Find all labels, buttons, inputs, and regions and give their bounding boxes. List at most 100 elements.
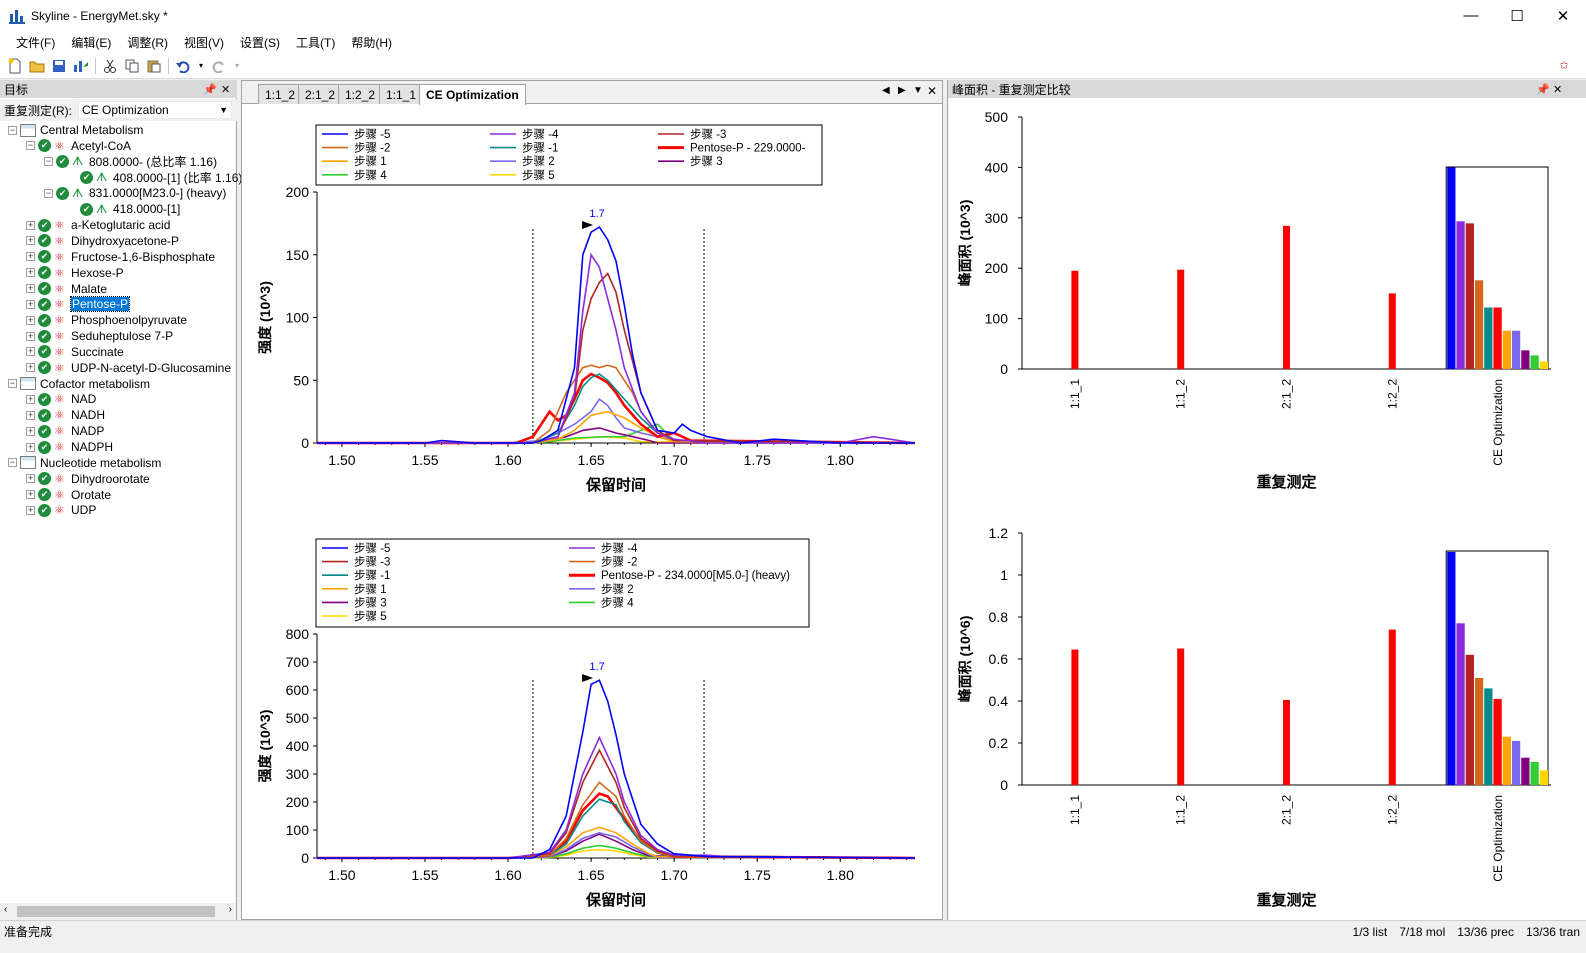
expand-toggle-icon[interactable]: + [26,314,35,325]
bar [1283,699,1290,785]
tab-1-1-1[interactable]: 1:1_1 [379,84,424,104]
tree-node-label: NADH [71,408,106,423]
peak-area-charts[interactable]: 0 100 200 300 400 500 1:1_1 1:1_2 2:1_2 1:2_2 CE O… [948,99,1586,920]
tree-node[interactable]: ✔ ᗑ 408.0000-[1] (比率 1.16) [80,170,242,186]
open-folder-icon[interactable] [29,58,45,74]
close-pane-icon[interactable]: ✕ [1553,83,1563,96]
skyline-app-icon [9,8,25,24]
expand-toggle-icon[interactable]: + [26,330,35,341]
expand-toggle-icon[interactable]: + [26,489,35,500]
expand-toggle-icon[interactable]: + [26,219,35,230]
tree-node[interactable]: − Central Metabolism [8,122,143,138]
maximize-button[interactable]: ☐ [1510,7,1524,25]
paste-icon[interactable] [146,58,162,74]
tab-ce-optimization[interactable]: CE Optimization [419,84,526,105]
tree-node[interactable]: + ✔ ⚛ Orotate [26,487,111,503]
tab-2-1-2[interactable]: 2:1_2 [298,84,343,104]
scroll-right-icon[interactable]: › [228,904,232,915]
tree-node[interactable]: + ✔ ⚛ NADH [26,407,105,423]
expand-toggle-icon[interactable]: − [8,378,17,389]
expand-toggle-icon[interactable]: + [26,267,35,278]
expand-toggle-icon[interactable]: − [44,156,53,167]
expand-toggle-icon[interactable]: − [44,187,53,198]
tree-node[interactable]: + ✔ ⚛ a-Ketoglutaric acid [26,217,170,233]
tree-node[interactable]: + ✔ ⚛ Dihydroorotate [26,471,150,487]
publish-icon[interactable] [73,58,89,74]
tree-node[interactable]: − Cofactor metabolism [8,376,150,392]
tree-node[interactable]: − ✔ ᗑ 831.0000[M23.0-] (heavy) [44,185,226,201]
tab-1-1-2[interactable]: 1:1_2 [258,84,303,104]
menu-tools[interactable]: 工具(T) [296,35,336,50]
tree-node[interactable]: − ✔ ⚛ Acetyl-CoA [26,138,131,154]
expand-toggle-icon[interactable]: − [8,457,17,468]
expand-toggle-icon[interactable]: + [26,346,35,357]
new-file-icon[interactable] [7,58,23,74]
replicate-dropdown[interactable]: CE Optimization ▼ [78,101,232,119]
check-status-icon: ✔ [38,139,51,153]
expand-toggle-icon[interactable]: + [26,473,35,484]
redo-dropdown-icon[interactable]: ▾ [234,61,239,70]
save-icon[interactable] [51,58,67,74]
expand-toggle-icon[interactable]: + [26,441,35,452]
tree-node[interactable]: + ✔ ⚛ Phosphoenolpyruvate [26,312,187,328]
horizontal-scrollbar[interactable]: ‹ › [0,903,236,920]
bar [1484,307,1493,369]
cut-icon[interactable] [102,58,118,74]
tab-1-2-2[interactable]: 1:2_2 [338,84,383,104]
tree-node[interactable]: + ✔ ⚛ Pentose-P [26,296,131,313]
menu-settings[interactable]: 设置(S) [240,35,280,50]
scroll-left-icon[interactable]: ‹ [4,904,8,915]
undo-icon[interactable] [175,58,191,74]
expand-toggle-icon[interactable]: − [26,140,35,151]
tab-scroll-left-icon[interactable]: ◀ [882,85,890,96]
redo-icon[interactable] [211,58,227,74]
scrollbar-thumb[interactable] [17,906,215,917]
y-tick-label: 0 [301,435,309,451]
tree-node[interactable]: + ✔ ⚛ Fructose-1,6-Bisphosphate [26,249,215,265]
x-tick-label: 1.50 [328,867,355,883]
pin-icon[interactable]: 📌 [203,83,217,96]
menu-refine[interactable]: 调整(R) [127,35,168,50]
menu-view[interactable]: 视图(V) [184,35,224,50]
tree-node[interactable]: + ✔ ⚛ Dihydroxyacetone-P [26,233,179,249]
tree-node[interactable]: + ✔ ⚛ NADP [26,423,104,439]
tab-list-dropdown-icon[interactable]: ▼ [913,85,923,96]
chromatogram-charts[interactable]: 步骤 -5 步骤 -4 步骤 -3 步骤 -2 步骤 -1 Pentose-P - 229… [242,105,942,920]
tree-node-label: 808.0000- (总比率 1.16) [89,155,218,170]
copy-icon[interactable] [124,58,140,74]
pin-icon[interactable]: 📌 [1536,83,1550,96]
tree-node[interactable]: + ✔ ⚛ Hexose-P [26,265,124,281]
expand-toggle-icon[interactable]: + [26,362,35,373]
tree-node[interactable]: − Nucleotide metabolism [8,455,161,471]
check-status-icon: ✔ [38,218,51,232]
menu-file[interactable]: 文件(F) [16,35,56,50]
expand-toggle-icon[interactable]: + [26,251,35,262]
tree-node[interactable]: + ✔ ⚛ Malate [26,281,107,297]
chromatogram-pane: 1:1_2 2:1_2 1:2_2 1:1_1 CE Optimization … [241,80,943,920]
close-tab-icon[interactable]: ✕ [927,84,938,98]
tree-node[interactable]: + ✔ ⚛ NADPH [26,439,113,455]
tree-node[interactable]: + ✔ ⚛ UDP-N-acetyl-D-Glucosamine [26,360,231,376]
expand-toggle-icon[interactable]: + [26,393,35,404]
menu-edit[interactable]: 编辑(E) [71,35,112,50]
expand-toggle-icon[interactable]: + [26,504,35,515]
tree-node[interactable]: + ✔ ⚛ Seduheptulose 7-P [26,328,173,344]
tree-node[interactable]: + ✔ ⚛ Succinate [26,344,124,360]
annotation-star-icon[interactable]: ✩ [1559,60,1569,72]
tree-node[interactable]: + ✔ ⚛ NAD [26,391,96,407]
minimize-button[interactable]: — [1463,7,1479,24]
expand-toggle-icon[interactable]: + [26,283,35,293]
expand-toggle-icon[interactable]: + [26,235,35,246]
expand-toggle-icon[interactable]: + [26,409,35,420]
tab-scroll-right-icon[interactable]: ▶ [898,85,906,96]
menu-help[interactable]: 帮助(H) [351,35,392,50]
close-window-button[interactable]: ✕ [1556,7,1570,25]
tree-node[interactable]: ✔ ᗑ 418.0000-[1] [80,201,180,217]
close-pane-icon[interactable]: ✕ [221,83,231,96]
expand-toggle-icon[interactable]: + [26,425,35,436]
undo-dropdown-icon[interactable]: ▾ [198,61,203,70]
tree-node[interactable]: − ✔ ᗑ 808.0000- (总比率 1.16) [44,154,217,170]
expand-toggle-icon[interactable]: − [8,124,17,135]
expand-toggle-icon[interactable]: + [26,298,35,309]
tree-node[interactable]: + ✔ ⚛ UDP [26,502,96,518]
